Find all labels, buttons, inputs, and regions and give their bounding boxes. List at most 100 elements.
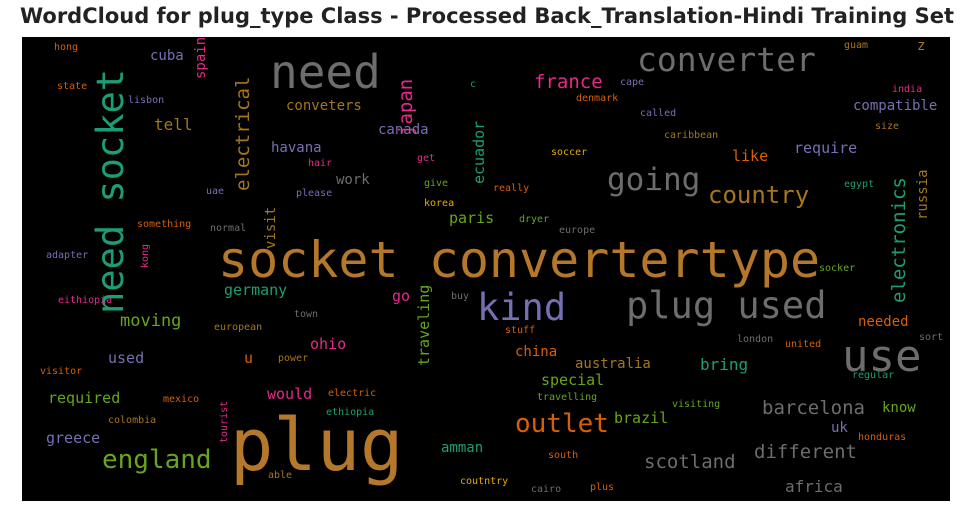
word: tell xyxy=(154,115,193,134)
word: please xyxy=(296,188,333,199)
word: england xyxy=(102,445,212,475)
word: paris xyxy=(449,209,495,227)
word: something xyxy=(137,219,192,230)
word: plug xyxy=(230,403,404,487)
word: visiting xyxy=(672,399,721,410)
word: russia xyxy=(915,169,931,220)
word: brazil xyxy=(614,409,669,427)
word: united xyxy=(785,339,822,350)
word: visitor xyxy=(40,366,83,377)
word: plug used xyxy=(626,284,827,327)
word: know xyxy=(882,400,916,416)
word: z xyxy=(917,38,926,54)
word: uae xyxy=(206,186,225,197)
word: buy xyxy=(451,291,470,302)
word: u xyxy=(244,349,254,367)
word: special xyxy=(541,371,605,389)
word: ecuador xyxy=(470,120,488,184)
word: ethiopia xyxy=(326,407,375,418)
word: traveling xyxy=(415,284,433,366)
word: state xyxy=(57,81,88,92)
word: outlet xyxy=(515,409,609,439)
word: travelling xyxy=(537,392,598,403)
word: plus xyxy=(590,482,615,493)
word: coutntry xyxy=(460,476,509,487)
word: ohio xyxy=(310,335,347,353)
word: south xyxy=(548,450,579,461)
word: different xyxy=(754,441,857,463)
word: tourist xyxy=(219,400,230,443)
word: give xyxy=(424,178,449,189)
word: needed xyxy=(858,314,909,330)
word: socker xyxy=(819,263,856,274)
word: greece xyxy=(46,429,101,447)
word: go xyxy=(392,287,411,305)
word: size xyxy=(875,121,900,132)
word: get xyxy=(417,153,436,164)
word: called xyxy=(640,108,677,119)
word: electronics xyxy=(888,177,910,303)
word: converter xyxy=(637,40,816,79)
word: electric xyxy=(328,388,377,399)
word: normal xyxy=(210,223,247,234)
word: cuba xyxy=(150,48,184,64)
word: soccer xyxy=(551,147,588,158)
word: cape xyxy=(620,77,645,88)
word: korea xyxy=(424,198,455,209)
word: amman xyxy=(441,440,484,456)
word: compatible xyxy=(853,98,938,114)
wordcloud-canvas: socket convertertype plug need socket ne… xyxy=(22,37,950,501)
word: need socket xyxy=(89,68,132,314)
word: moving xyxy=(120,311,182,331)
word: would xyxy=(267,385,313,403)
word: eithiopia xyxy=(58,295,113,306)
word: required xyxy=(48,389,121,407)
figure-title: WordCloud for plug_type Class - Processe… xyxy=(19,4,955,28)
word: australia xyxy=(575,356,651,372)
word: cairo xyxy=(531,484,562,495)
word: kind xyxy=(477,286,567,329)
word: honduras xyxy=(858,432,907,443)
word: kong xyxy=(140,243,151,268)
word: stuff xyxy=(505,325,536,336)
word: germany xyxy=(224,281,288,299)
word: spain xyxy=(193,37,209,79)
word: egypt xyxy=(844,179,875,190)
word: sort xyxy=(919,332,944,343)
word: scotland xyxy=(644,451,736,473)
word: lisbon xyxy=(128,95,165,106)
word: hair xyxy=(308,158,333,169)
word: really xyxy=(493,183,530,194)
word: require xyxy=(794,139,858,157)
word: caribbean xyxy=(664,130,719,141)
word: conveters xyxy=(286,98,362,114)
word: colombia xyxy=(108,415,157,426)
word: hong xyxy=(54,42,79,53)
word: country xyxy=(708,181,810,209)
word: use xyxy=(842,331,922,382)
word: electrical xyxy=(232,76,254,191)
word: like xyxy=(732,147,769,165)
word: mexico xyxy=(163,394,200,405)
word: india xyxy=(892,84,923,95)
word: denmark xyxy=(576,93,619,104)
word: used xyxy=(108,349,145,367)
word: regular xyxy=(852,370,895,381)
word: guam xyxy=(844,40,869,51)
word: power xyxy=(278,353,309,364)
word: visit xyxy=(263,206,279,249)
word: work xyxy=(336,172,370,188)
word: france xyxy=(534,71,603,93)
word: london xyxy=(737,334,774,345)
word: need xyxy=(270,45,381,99)
word: socket convertertype xyxy=(218,231,821,289)
word: adapter xyxy=(46,250,89,261)
word: able xyxy=(268,470,293,481)
word: barcelona xyxy=(762,397,865,419)
word: bring xyxy=(700,355,749,374)
word: europe xyxy=(559,225,596,236)
word: going xyxy=(607,162,701,198)
word: havana xyxy=(271,140,322,156)
word: uk xyxy=(831,420,848,436)
word: town xyxy=(294,309,319,320)
